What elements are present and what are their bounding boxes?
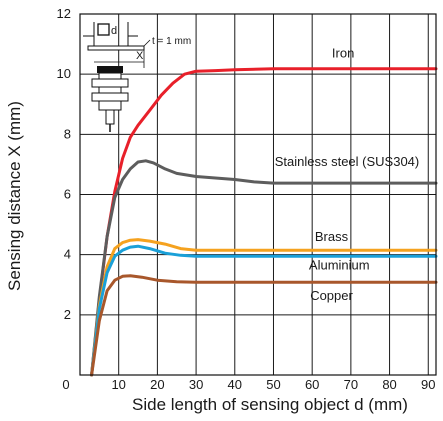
series-lines (90, 67, 438, 377)
y-tick-label-8: 8 (64, 126, 71, 141)
series-label-copper: Copper (310, 288, 353, 303)
x-tick-label-50: 50 (266, 377, 280, 392)
inset-plate (87, 45, 145, 51)
y-tick-label-12: 12 (57, 6, 71, 21)
inset-thickness-leader (143, 39, 151, 47)
x-tick-label-0: 0 (62, 377, 69, 392)
series-label-stainless-steel-sus304: Stainless steel (SUS304) (275, 154, 420, 169)
axes: 0 10 20 30 40 50 60 70 80 90 2 4 6 8 10 12 (57, 6, 437, 392)
y-tick-label-10: 10 (57, 66, 71, 81)
inset-d-label: d (111, 25, 117, 37)
x-tick-label-10: 10 (111, 377, 125, 392)
series-label-aluminium: Aluminium (309, 258, 370, 273)
inset-square-icon (97, 23, 110, 36)
inset-sensor-neck (98, 72, 122, 80)
y-tick-label-4: 4 (64, 247, 71, 262)
x-tick-label-40: 40 (228, 377, 242, 392)
inset-sensor-tail (98, 100, 122, 111)
x-tick-label-30: 30 (189, 377, 203, 392)
x-tick-label-70: 70 (344, 377, 358, 392)
x-tick-label-20: 20 (150, 377, 164, 392)
series-line-iron (90, 67, 438, 377)
series-labels: Iron Stainless steel (SUS304) Brass Alumini… (275, 46, 420, 303)
plot-frame (79, 13, 437, 376)
series-line-aluminium (90, 244, 438, 377)
x-axis-title: Side length of sensing object d (mm) (132, 395, 408, 414)
inset-sensor-body (98, 86, 122, 94)
y-tick-label-2: 2 (64, 307, 71, 322)
x-tick-label-90: 90 (421, 377, 435, 392)
inset-sensor-nut-bottom (91, 92, 129, 102)
series-line-brass (90, 238, 438, 377)
inset-x-label: X (136, 50, 144, 62)
series-line-copper (90, 274, 438, 377)
inset-thickness-label: t = 1 mm (152, 36, 191, 47)
series-label-iron: Iron (332, 46, 354, 61)
y-tick-label-6: 6 (64, 187, 71, 202)
series-line-stainless-steel-sus304 (90, 159, 438, 377)
inset-sensor-nut-top (91, 78, 129, 88)
y-axis-title: Sensing distance X (mm) (5, 101, 24, 291)
sensor-diagram-inset: d t = 1 mm X (83, 22, 191, 132)
x-tick-label-60: 60 (305, 377, 319, 392)
inset-sensor-cable-gland (105, 109, 115, 125)
grid-lines (80, 13, 436, 375)
series-label-brass: Brass (315, 229, 349, 244)
x-tick-label-80: 80 (382, 377, 396, 392)
inset-sensor-head (97, 66, 123, 73)
